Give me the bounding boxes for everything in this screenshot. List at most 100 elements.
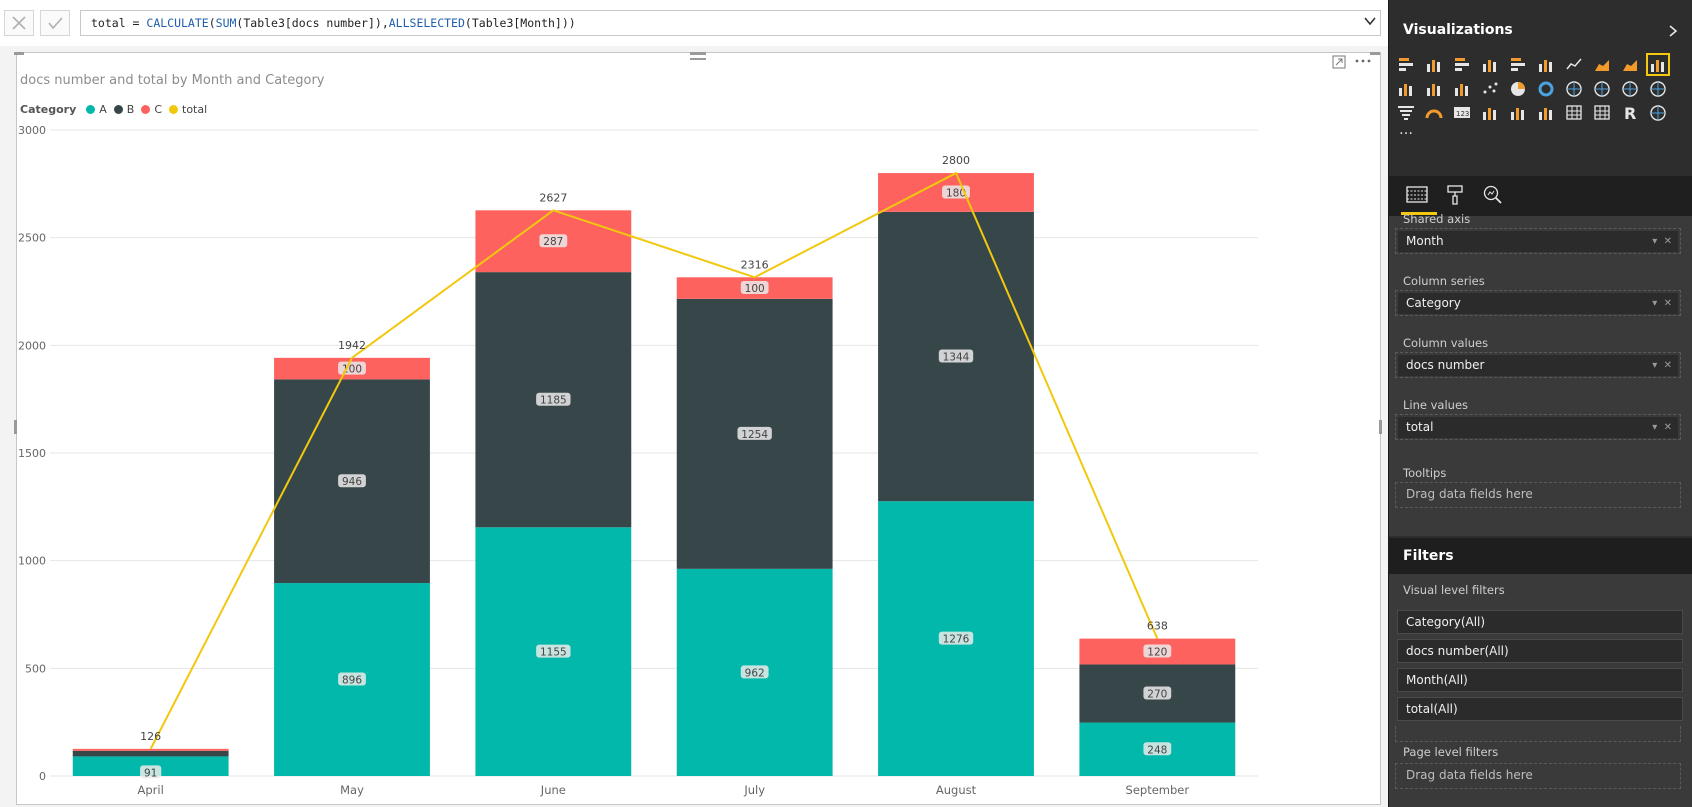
data-label-a-may: 896	[342, 675, 362, 687]
bar-c-april[interactable]	[72, 748, 229, 751]
field-controls[interactable]: ▾ ✕	[1652, 360, 1672, 371]
chart-title: docs number and total by Month and Categ…	[20, 73, 325, 88]
kpi-icon[interactable]	[1509, 104, 1527, 121]
commit-formula-button[interactable]	[40, 10, 70, 36]
x-tick-label-april: April	[138, 783, 164, 797]
x-tick-label-june: June	[540, 783, 566, 797]
chevron-down-icon[interactable]	[1363, 14, 1377, 28]
clustered-bar-icon[interactable]	[1453, 56, 1471, 73]
column-series-field[interactable]: Category ▾ ✕	[1398, 293, 1678, 314]
legend-item-total[interactable]: total	[169, 103, 207, 116]
tooltips-well[interactable]: Drag data fields here	[1395, 482, 1681, 508]
shape-map-icon[interactable]	[1649, 80, 1667, 97]
chevron-right-icon[interactable]	[1667, 24, 1679, 38]
x-tick-label-september: September	[1126, 783, 1190, 797]
field-controls[interactable]: ▾ ✕	[1652, 298, 1672, 309]
fields-tab-icon[interactable]	[1403, 182, 1431, 208]
drag-handle-icon[interactable]	[690, 58, 706, 60]
data-label-c-august: 180	[946, 187, 966, 199]
shared-axis-field[interactable]: Month ▾ ✕	[1398, 231, 1678, 252]
analytics-magnifier-icon[interactable]	[1479, 182, 1507, 208]
filled-map-icon[interactable]	[1621, 80, 1639, 97]
percent-bar-icon[interactable]	[1509, 56, 1527, 73]
stacked-bar-icon[interactable]	[1397, 56, 1415, 73]
page-filters-well[interactable]: Drag data fields here	[1395, 763, 1681, 789]
resize-handle-right[interactable]	[1379, 420, 1382, 434]
card-icon[interactable]: 123	[1453, 104, 1471, 121]
data-label-a-august: 1276	[943, 634, 970, 646]
resize-handle-corner-tr[interactable]	[1370, 52, 1380, 55]
multi-row-card-icon[interactable]	[1481, 104, 1499, 121]
line-chart-icon[interactable]	[1565, 56, 1583, 73]
formula-fn-sum: SUM	[215, 16, 237, 30]
pie-chart-icon[interactable]	[1509, 80, 1527, 97]
format-roller-icon[interactable]	[1441, 182, 1469, 208]
donut-chart-icon[interactable]	[1537, 80, 1555, 97]
filter-card-total[interactable]: total(All)	[1397, 697, 1683, 721]
svg-text:R: R	[1624, 104, 1636, 121]
table-icon[interactable]	[1565, 104, 1583, 121]
column-values-field[interactable]: docs number ▾ ✕	[1398, 355, 1678, 376]
gauge-icon[interactable]	[1425, 104, 1443, 121]
resize-handle-top[interactable]	[690, 52, 706, 55]
column-values-well[interactable]: docs number ▾ ✕	[1395, 352, 1681, 378]
legend-dot-icon	[86, 104, 96, 114]
formula-input[interactable]: total = CALCULATE(SUM(Table3[docs number…	[80, 10, 1381, 36]
funnel-icon[interactable]	[1397, 104, 1415, 121]
column-values-value: docs number	[1406, 358, 1485, 372]
stacked-area-icon[interactable]	[1621, 56, 1639, 73]
line-values-field[interactable]: total ▾ ✕	[1398, 417, 1678, 438]
shared-axis-value: Month	[1406, 234, 1444, 248]
line-column-icon[interactable]	[1646, 53, 1670, 76]
filters-header: Filters	[1389, 538, 1692, 574]
x-tick-label-august: August	[936, 783, 977, 797]
x-tick-label-july: July	[743, 783, 765, 797]
filter-card-category[interactable]: Category(All)	[1397, 610, 1683, 634]
resize-handle-left[interactable]	[14, 420, 17, 434]
more-options-icon[interactable]	[1355, 58, 1371, 64]
legend-item-b[interactable]: B	[113, 103, 134, 116]
area-chart-icon[interactable]	[1593, 56, 1611, 73]
shared-axis-well[interactable]: Month ▾ ✕	[1395, 228, 1681, 254]
line-values-well[interactable]: total ▾ ✕	[1395, 414, 1681, 440]
field-controls[interactable]: ▾ ✕	[1652, 422, 1672, 433]
legend-item-a[interactable]: A	[86, 103, 107, 116]
data-label-bg	[737, 426, 772, 440]
cancel-formula-button[interactable]	[4, 10, 34, 36]
data-label-a-april: 91	[144, 767, 157, 779]
scatter-icon[interactable]	[1481, 80, 1499, 97]
filter-card-docs-number[interactable]: docs number(All)	[1397, 639, 1683, 663]
percent-column-icon[interactable]	[1537, 56, 1555, 73]
data-label-b-may: 946	[342, 476, 362, 488]
bar-b-april[interactable]	[72, 750, 229, 757]
data-label-c-september: 120	[1147, 647, 1167, 659]
column-series-well[interactable]: Category ▾ ✕	[1395, 290, 1681, 316]
total-label-may: 1942	[338, 339, 366, 352]
line-clustered-column-icon[interactable]	[1397, 80, 1415, 97]
data-label-bg	[536, 392, 571, 406]
visual-filters-drop-zone[interactable]	[1395, 726, 1681, 742]
filter-card-month[interactable]: Month(All)	[1397, 668, 1683, 692]
more-visuals-icon[interactable]: …	[1399, 122, 1414, 138]
ribbon-chart-icon[interactable]	[1425, 80, 1443, 97]
data-label-a-july: 962	[745, 667, 765, 679]
matrix-icon[interactable]	[1593, 104, 1611, 121]
legend-item-c[interactable]: C	[141, 103, 162, 116]
r-visual-icon[interactable]: R	[1621, 104, 1639, 121]
focus-mode-icon[interactable]	[1332, 55, 1346, 69]
total-label-april: 126	[140, 730, 161, 743]
total-label-august: 2800	[942, 154, 970, 167]
map-icon[interactable]	[1593, 80, 1611, 97]
stacked-column-icon[interactable]	[1425, 56, 1443, 73]
treemap-icon[interactable]	[1565, 80, 1583, 97]
total-label-september: 638	[1147, 620, 1168, 633]
active-tab-indicator	[1401, 212, 1437, 215]
chart-plot: 0 500 1000 1500 2000 2500 3000 91 896 946 100 1155 1…	[18, 124, 1258, 797]
field-controls[interactable]: ▾ ✕	[1652, 236, 1672, 247]
waterfall-icon[interactable]	[1453, 80, 1471, 97]
clustered-column-icon[interactable]	[1481, 56, 1499, 73]
resize-handle-corner-tl[interactable]	[14, 52, 24, 55]
globe-icon[interactable]	[1649, 104, 1667, 121]
slicer-icon[interactable]	[1537, 104, 1555, 121]
